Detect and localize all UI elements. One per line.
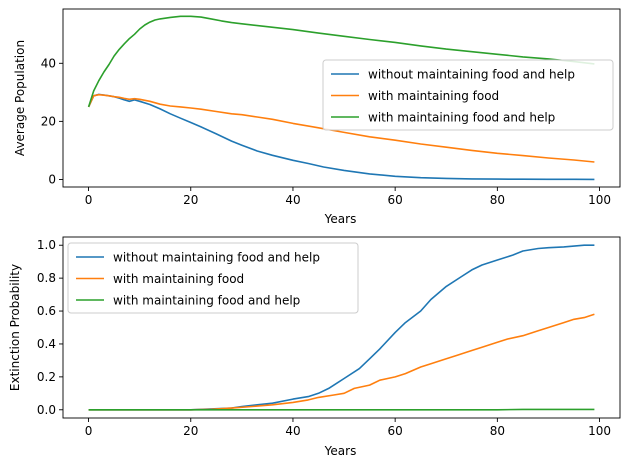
series-line-1 [88, 244, 595, 411]
legend-box [67, 242, 359, 314]
series-line-2 [88, 313, 595, 411]
legend: without maintaining food and help with ma… [67, 242, 359, 314]
legend: without maintaining food and help with ma… [322, 59, 614, 131]
x-tick-label: 60 [388, 424, 403, 438]
x-axis-label: Years [324, 444, 357, 458]
x-tick-label: 100 [588, 193, 611, 207]
x-tick-label: 80 [490, 193, 505, 207]
axes-frame [62, 8, 621, 188]
x-tick-label: 80 [490, 424, 505, 438]
x-tick-label: 100 [588, 424, 611, 438]
series-line-2 [87, 93, 595, 163]
y-tick-label: 0.2 [37, 370, 56, 384]
x-tick-label: 20 [183, 193, 198, 207]
y-tick-label: 20 [41, 114, 56, 128]
y-axis-label: Average Population [13, 40, 27, 156]
y-tick-label: 0.0 [37, 403, 56, 417]
y-axis-label: Extinction Probability [8, 264, 22, 391]
x-tick-label: 0 [85, 193, 93, 207]
y-tick-label: 0.6 [37, 304, 56, 318]
subplot-1: 0 20 40 60 80 100 0 20 40 Years Average Population… [13, 8, 621, 226]
subplot-2: 0 20 40 60 80 100 0.0 0.2 0.4 0.6 0.8 1.0 Years Extin… [8, 236, 621, 458]
y-tick-label: 0 [48, 172, 56, 186]
y-tick-label: 1.0 [37, 238, 56, 252]
axes-frame [62, 236, 621, 419]
legend-label: with maintaining food and help [113, 294, 300, 308]
x-tick-label: 40 [285, 193, 300, 207]
legend-label: with maintaining food and help [368, 111, 555, 125]
x-tick-label: 20 [183, 424, 198, 438]
legend-label: with maintaining food [368, 89, 499, 103]
legend-label: without maintaining food and help [113, 251, 320, 265]
series-line-3 [87, 15, 595, 108]
legend-label: without maintaining food and help [368, 68, 575, 82]
y-tick-label: 40 [41, 56, 56, 70]
x-tick-label: 40 [285, 424, 300, 438]
y-tick-label: 0.8 [37, 271, 56, 285]
legend-box [322, 59, 614, 131]
x-axis-label: Years [324, 212, 357, 226]
x-tick-label: 0 [85, 424, 93, 438]
x-tick-label: 60 [388, 193, 403, 207]
legend-label: with maintaining food [113, 272, 244, 286]
y-tick-label: 0.4 [37, 337, 56, 351]
